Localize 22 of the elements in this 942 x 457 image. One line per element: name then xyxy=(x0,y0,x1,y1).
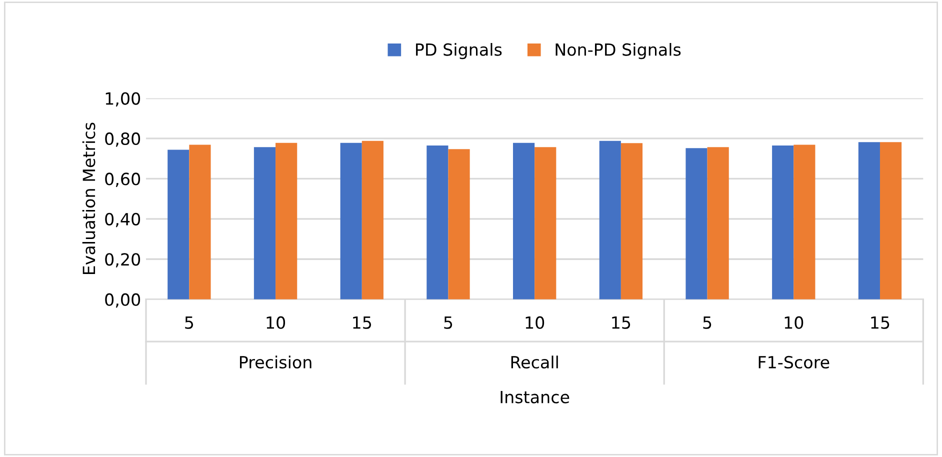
x-tick-label: 5 xyxy=(703,316,712,329)
y-tick-label: 0,20 xyxy=(105,253,140,268)
legend-label: Non-PD Signals xyxy=(556,42,681,60)
x-axis-title: Instance xyxy=(500,390,570,404)
text: Recall xyxy=(511,356,558,369)
x-tick-label: 5 xyxy=(185,316,194,329)
y-tick-label: 0,40 xyxy=(105,212,140,228)
y-tick-label: 0,00 xyxy=(105,293,140,308)
x-tick-label: 15 xyxy=(353,316,372,329)
y-tick-label: 1,00 xyxy=(106,92,140,107)
text: Precision xyxy=(240,356,312,369)
text: F1-Score xyxy=(758,356,830,369)
x-tick-label: 10 xyxy=(266,316,286,329)
legend-label: PD Signals xyxy=(416,42,502,60)
x-tick-label: 5 xyxy=(444,316,452,329)
y-axis-title: Evaluation Metrics xyxy=(82,122,96,274)
y-tick-label: 0,60 xyxy=(105,172,140,187)
x-tick-label: 15 xyxy=(612,316,630,329)
x-tick-label: 15 xyxy=(871,316,890,329)
x-tick-label: 10 xyxy=(784,316,804,329)
x-tick-label: 10 xyxy=(526,316,544,329)
y-tick-label: 0,80 xyxy=(105,132,140,147)
